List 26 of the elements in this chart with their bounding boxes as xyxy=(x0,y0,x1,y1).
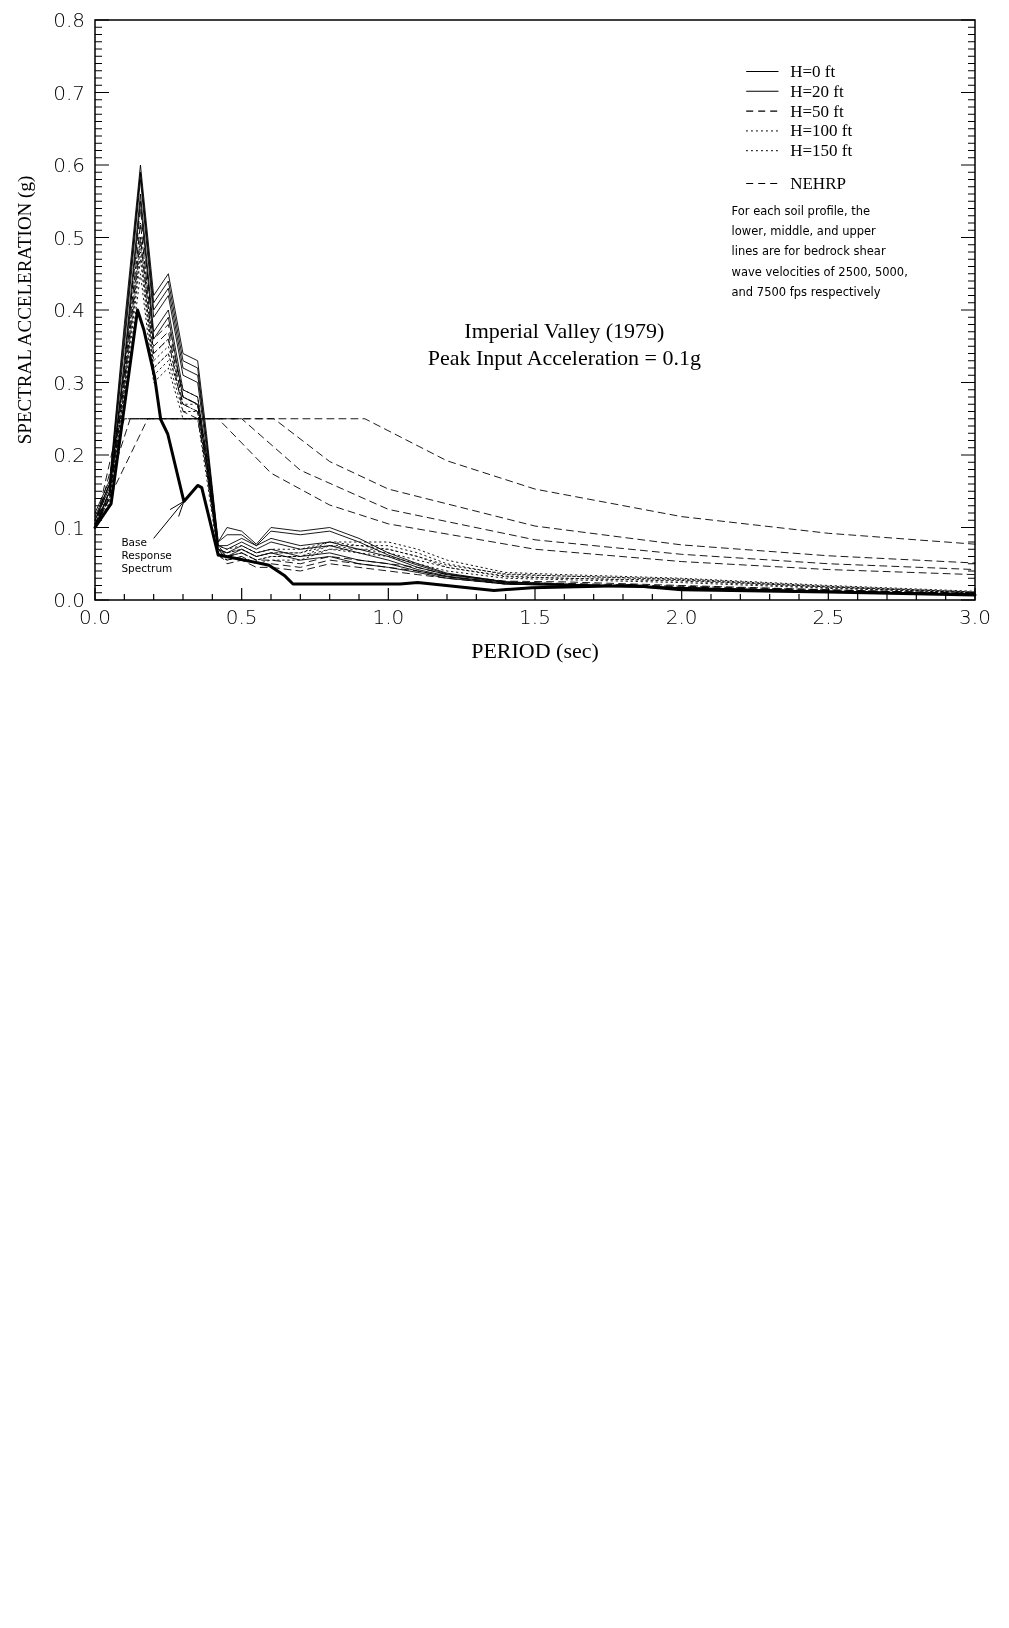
y-tick-label: 0.4 xyxy=(53,298,85,322)
legend-label: H=50 ft xyxy=(790,101,844,121)
legend-label: H=100 ft xyxy=(790,121,853,141)
x-tick-label: 2.5 xyxy=(812,605,845,629)
text: Imperial Valley (1979) xyxy=(464,317,665,343)
y-tick-label: 0.3 xyxy=(53,370,85,395)
y-tick-label: 0.5 xyxy=(53,225,85,250)
legend-label: H=20 ft xyxy=(790,81,844,101)
legend-label: H=150 ft xyxy=(790,141,853,161)
x-tick-label: 1.5 xyxy=(519,605,551,629)
x-tick-label: 1.0 xyxy=(372,605,405,629)
x-tick-label: 2.0 xyxy=(665,605,698,629)
x-axis-title: PERIOD (sec) xyxy=(471,638,599,663)
y-tick-label: 0.2 xyxy=(53,443,85,467)
y-tick-label: 0.6 xyxy=(53,153,85,177)
x-tick-label: 3.0 xyxy=(959,605,991,629)
legend-label: NEHRP xyxy=(790,173,846,193)
y-tick-label: 0.7 xyxy=(53,80,85,105)
y-tick-label: 0.8 xyxy=(53,8,85,32)
annotation: For each soil profile, the lower, middle, and upper lines are for bedrock shear wave velocities of 2500, 5000, and 7500 fps respectively xyxy=(731,203,908,299)
legend-label: H=0 ft xyxy=(790,61,836,81)
y-tick-label: 0.1 xyxy=(53,515,85,540)
x-tick-label: 0.5 xyxy=(225,605,258,629)
y-axis-title: SPECTRAL ACCELERATION (g) xyxy=(13,175,36,445)
text: Peak Input Acceleration = 0.1g xyxy=(427,344,701,370)
text: Base Response Spectrum xyxy=(121,536,173,574)
